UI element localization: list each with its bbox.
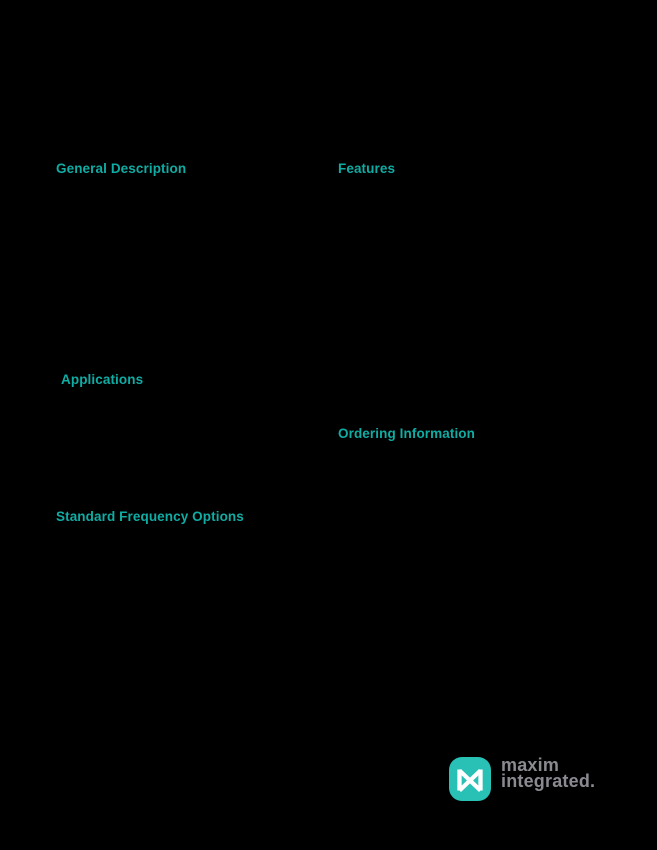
maxim-integrated-logo: maxim integrated. <box>449 755 609 803</box>
wordmark-line2: integrated. <box>501 770 596 791</box>
wordmark-line1: maxim <box>501 755 560 775</box>
section-heading-ordering-information: Ordering Information <box>338 426 475 441</box>
section-heading-standard-frequency-options: Standard Frequency Options <box>56 509 244 524</box>
maxim-m-mark-icon <box>449 757 491 801</box>
section-heading-general-description: General Description <box>56 161 187 176</box>
section-heading-features: Features <box>338 161 396 176</box>
maxim-wordmark: maxim integrated. <box>501 755 596 791</box>
section-heading-applications: Applications <box>61 372 144 387</box>
